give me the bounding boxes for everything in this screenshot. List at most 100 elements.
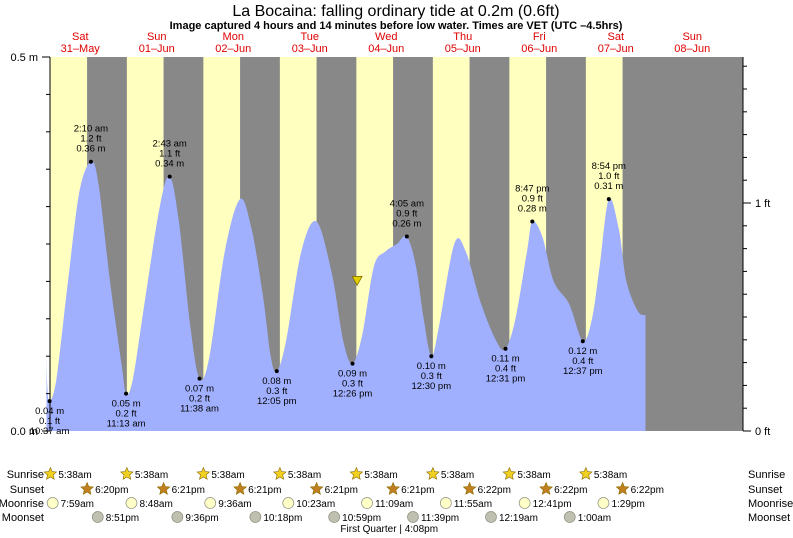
moon-icon	[46, 497, 59, 509]
moon-icon	[563, 511, 576, 523]
date-label: 08–Jun	[674, 43, 710, 55]
current-level-triangle	[351, 276, 363, 287]
tide-extreme-label: 12:37 pm	[563, 366, 603, 377]
tide-extreme-label: 4:05 am	[390, 199, 424, 210]
sunset-time-label: 6:21pm	[172, 485, 205, 496]
tide-extreme-label: 0.34 m	[155, 159, 184, 170]
tide-extreme-label: 1.1 ft	[159, 149, 180, 160]
tide-extreme-label: 0.26 m	[392, 219, 421, 230]
sunrise-time-label: 5:38am	[288, 470, 321, 481]
day-of-week-label: Fri	[533, 31, 546, 43]
date-label: 05–Jun	[445, 43, 481, 55]
sunrise-time-label: 5:38am	[517, 470, 550, 481]
moon-icon	[361, 497, 373, 509]
day-of-week-label: Sat	[607, 31, 624, 43]
tide-extreme-label: 11:38 am	[180, 404, 219, 415]
sunrise-row-label-left: Sunrise	[7, 469, 44, 481]
moon-icon	[597, 497, 610, 509]
moonset-time-label: 10:59pm	[342, 513, 381, 524]
moonrise-time-label: 9:36am	[218, 499, 251, 510]
sunset-time-label: 6:22pm	[554, 485, 587, 496]
sun-icon	[80, 481, 95, 495]
tide-extreme-label: 0.3 ft	[266, 386, 287, 397]
tide-extreme-label: 12:31 pm	[486, 374, 526, 385]
sun-icon	[233, 481, 248, 495]
sunset-time-label: 6:21pm	[401, 485, 434, 496]
moonset-row-label-right: Moonset	[748, 512, 790, 524]
tide-extreme-label: 0.05 m	[112, 399, 141, 410]
tide-extreme-label: 0.3 ft	[421, 371, 442, 382]
tide-extreme-label: 0.09 m	[338, 369, 367, 380]
tide-extreme-label: 1.0 ft	[598, 171, 619, 182]
tide-extreme-label: 2:43 am	[153, 139, 187, 150]
current-tide-marker	[351, 276, 363, 287]
tide-extreme-label: 0.12 m	[568, 346, 597, 357]
sun-icon	[386, 481, 401, 495]
sunset-time-label: 6:22pm	[631, 485, 664, 496]
tide-point	[350, 361, 355, 366]
tide-extreme-label: 0.4 ft	[572, 356, 593, 367]
tide-point	[197, 376, 202, 381]
tide-extreme-label: 0.08 m	[262, 376, 291, 387]
moonset-time-label: 10:18pm	[263, 513, 302, 524]
moonrise-time-label: 11:55am	[454, 499, 492, 510]
tide-point	[530, 219, 535, 224]
moonset-time-label: 9:36pm	[185, 513, 218, 524]
sunrise-row-label-right: Sunrise	[748, 469, 785, 481]
tide-extreme-label: 11:13 am	[107, 419, 146, 430]
moonrise-row-label-left: Moonrise	[0, 498, 44, 510]
tide-extreme-label: 0.04 m	[35, 406, 64, 417]
tide-point	[404, 234, 409, 239]
moonrise-time-label: 1:29pm	[611, 499, 644, 510]
axes: 0.5 m 0.0 m 1 ft 0 ft	[10, 52, 770, 438]
sunset-time-label: 6:21pm	[325, 485, 358, 496]
sun-icon	[119, 466, 134, 480]
tide-point	[580, 339, 585, 344]
moon-icon	[171, 511, 184, 523]
tide-point	[47, 399, 52, 404]
day-of-week-label: Tue	[300, 31, 319, 43]
sunrise-time-label: 5:38am	[135, 470, 168, 481]
moon-icon	[518, 497, 531, 509]
tide-point	[167, 174, 172, 179]
day-of-week-label: Sun	[682, 31, 702, 43]
sun-icon	[615, 481, 630, 495]
sunrise-time-label: 5:38am	[211, 470, 244, 481]
moonset-time-label: 12:19am	[499, 513, 538, 524]
moon-icon	[91, 511, 104, 523]
tide-extreme-label: 10:37 am	[30, 426, 70, 437]
tide-point	[88, 159, 93, 164]
moon-phase-label: First Quarter | 4:08pm	[340, 524, 438, 535]
sun-icon	[349, 466, 364, 480]
date-label: 04–Jun	[368, 43, 404, 55]
astronomy-rows: Sunrise Sunrise 5:38am 5:38am 5:38am 5:38am 5:…	[0, 466, 793, 535]
day-of-week-label: Mon	[223, 31, 244, 43]
day-labels: Sat31–MaySun01–JunMon02–JunTue03–JunWed0…	[61, 31, 711, 55]
moon-icon	[485, 511, 497, 523]
moonrise-time-label: 7:59am	[61, 499, 94, 510]
right-axis-tick-label: 0 ft	[755, 426, 770, 438]
date-label: 07–Jun	[598, 43, 634, 55]
tide-curve-area	[46, 161, 646, 431]
moonset-time-label: 8:51pm	[106, 513, 139, 524]
tide-extreme-label: 0.9 ft	[396, 209, 417, 220]
sunset-row-label-right: Sunset	[748, 484, 782, 496]
moonrise-time-label: 12:41pm	[533, 499, 572, 510]
moon-icon	[249, 511, 262, 523]
tide-extreme-label: 0.2 ft	[189, 394, 210, 405]
sunset-time-label: 6:22pm	[478, 485, 511, 496]
right-axis-tick-label: 1 ft	[755, 198, 770, 210]
moonrise-time-label: 11:09am	[375, 499, 413, 510]
tide-extreme-label: 0.28 m	[518, 204, 547, 215]
sun-icon	[425, 466, 440, 480]
day-of-week-label: Sun	[147, 31, 167, 43]
tide-extreme-label: 1.2 ft	[80, 134, 101, 145]
sun-icon	[462, 481, 477, 495]
tide-extreme-label: 0.31 m	[594, 181, 623, 192]
sunrise-time-label: 5:38am	[441, 470, 474, 481]
date-label: 06–Jun	[521, 43, 557, 55]
moon-icon	[407, 511, 419, 523]
moon-icon	[125, 497, 138, 509]
tide-extreme-label: 8:47 pm	[515, 184, 549, 195]
